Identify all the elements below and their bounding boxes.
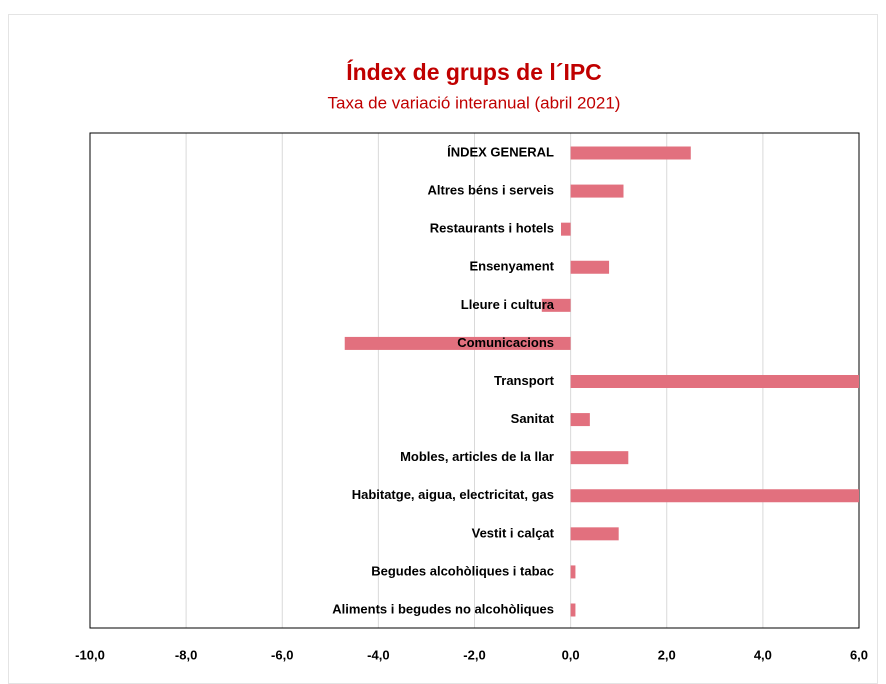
x-tick-label: -4,0: [367, 647, 389, 662]
bar: [570, 603, 576, 617]
y-tick-label: Mobles, articles de la llar: [400, 449, 554, 464]
bar: [541, 298, 571, 312]
y-tick-label: Altres béns i serveis: [428, 183, 554, 198]
y-tick-label: Lleure i cultura: [461, 297, 555, 312]
y-tick-label: Transport: [494, 373, 555, 388]
x-tick-label: 4,0: [754, 647, 772, 662]
y-tick-label: Aliments i begudes no alcohòliques: [332, 601, 554, 616]
bar: [344, 336, 571, 350]
y-tick-label: Begudes alcohòliques i tabac: [371, 563, 554, 578]
x-tick-label: 2,0: [658, 647, 676, 662]
chart-subtitle: Taxa de variació interanual (abril 2021): [328, 93, 621, 112]
bar: [570, 413, 590, 427]
x-tick-label: -10,0: [75, 647, 105, 662]
bar: [570, 451, 629, 465]
y-tick-label: Restaurants i hotels: [430, 221, 554, 236]
bar: [570, 184, 624, 198]
bar: [561, 222, 571, 236]
bar: [570, 489, 859, 503]
bar: [570, 565, 576, 579]
bar: [570, 146, 691, 160]
y-tick-label: Vestit i calçat: [472, 525, 555, 540]
x-tick-label: -6,0: [271, 647, 293, 662]
bar: [570, 260, 610, 274]
y-tick-label: Habitatge, aigua, electricitat, gas: [352, 487, 554, 502]
chart-title: Índex de grups de l´IPC: [346, 58, 602, 85]
y-tick-label: Sanitat: [511, 411, 555, 426]
x-tick-label: -2,0: [463, 647, 485, 662]
x-tick-label: 0,0: [562, 647, 580, 662]
bar: [570, 375, 859, 388]
x-tick-label: 6,0: [850, 647, 868, 662]
x-tick-label: -8,0: [175, 647, 197, 662]
bar: [570, 527, 619, 541]
y-tick-label: ÍNDEX GENERAL: [447, 144, 554, 159]
y-tick-label: Ensenyament: [469, 259, 554, 274]
y-tick-label: Comunicacions: [457, 335, 554, 350]
